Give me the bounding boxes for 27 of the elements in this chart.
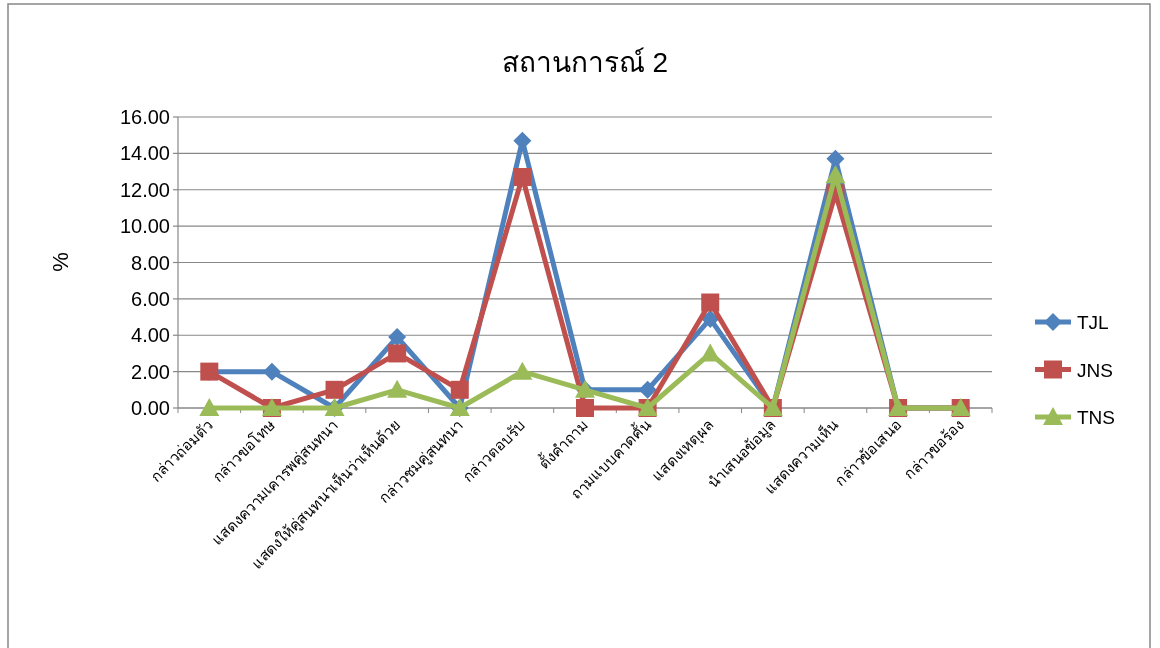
point — [512, 361, 533, 380]
y-tick-label: 10.00 — [119, 215, 170, 238]
point — [388, 328, 407, 347]
point — [325, 380, 344, 399]
point — [387, 379, 408, 398]
y-tick-label: 12.00 — [119, 178, 170, 201]
y-tick-label: 2.00 — [131, 360, 170, 383]
y-tick-label: 8.00 — [131, 251, 170, 274]
point — [450, 380, 469, 399]
point — [825, 165, 846, 184]
point — [388, 344, 407, 363]
legend-label: TJL — [1077, 312, 1109, 333]
y-axis-title: % — [48, 252, 73, 272]
point — [701, 293, 720, 312]
point — [199, 398, 220, 416]
point — [513, 168, 532, 187]
y-tick-label: 4.00 — [131, 324, 170, 347]
y-tick-label: 16.00 — [119, 106, 170, 128]
legend-label: JNS — [1077, 359, 1113, 381]
y-tick-label: 6.00 — [131, 287, 170, 310]
point — [576, 399, 594, 417]
point — [700, 343, 721, 362]
point — [638, 380, 657, 399]
y-tick-label: 0.00 — [131, 397, 170, 419]
legend-label: TNS — [1077, 407, 1115, 428]
title: สถานการณ์ 2 — [501, 47, 669, 78]
y-tick-label: 14.00 — [119, 142, 170, 165]
